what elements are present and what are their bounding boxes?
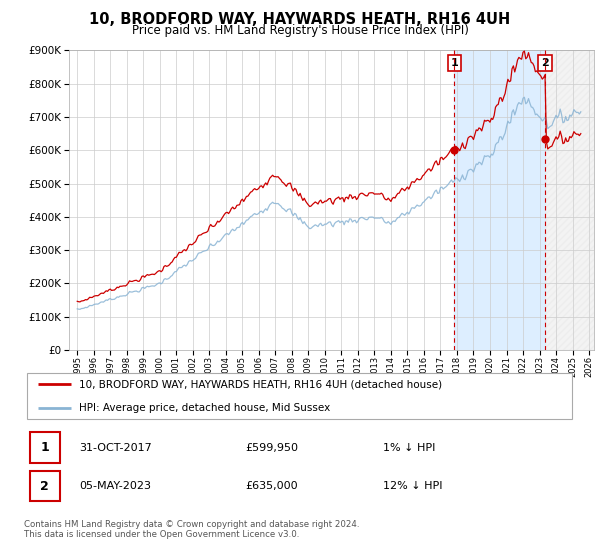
Bar [545, 50, 600, 350]
Text: HPI: Average price, detached house, Mid Sussex: HPI: Average price, detached house, Mid … [79, 403, 331, 413]
Bar [29, 470, 60, 502]
Text: 10, BRODFORD WAY, HAYWARDS HEATH, RH16 4UH (detached house): 10, BRODFORD WAY, HAYWARDS HEATH, RH16 4… [79, 379, 442, 389]
Text: Contains HM Land Registry data © Crown copyright and database right 2024.
This d: Contains HM Land Registry data © Crown c… [24, 520, 359, 539]
Text: 12% ↓ HPI: 12% ↓ HPI [383, 481, 442, 491]
Bar [454, 50, 545, 350]
Text: 2: 2 [541, 58, 549, 68]
Text: 10, BRODFORD WAY, HAYWARDS HEATH, RH16 4UH: 10, BRODFORD WAY, HAYWARDS HEATH, RH16 4… [89, 12, 511, 27]
Text: 05-MAY-2023: 05-MAY-2023 [79, 481, 151, 491]
Text: 2: 2 [40, 479, 49, 493]
Bar [29, 432, 60, 463]
Text: 1: 1 [450, 58, 458, 68]
Text: 1% ↓ HPI: 1% ↓ HPI [383, 443, 435, 453]
Text: Price paid vs. HM Land Registry's House Price Index (HPI): Price paid vs. HM Land Registry's House … [131, 24, 469, 37]
Text: 1: 1 [40, 441, 49, 454]
FancyBboxPatch shape [27, 373, 572, 419]
Text: £635,000: £635,000 [245, 481, 298, 491]
Text: £599,950: £599,950 [245, 443, 298, 453]
Text: 31-OCT-2017: 31-OCT-2017 [79, 443, 152, 453]
